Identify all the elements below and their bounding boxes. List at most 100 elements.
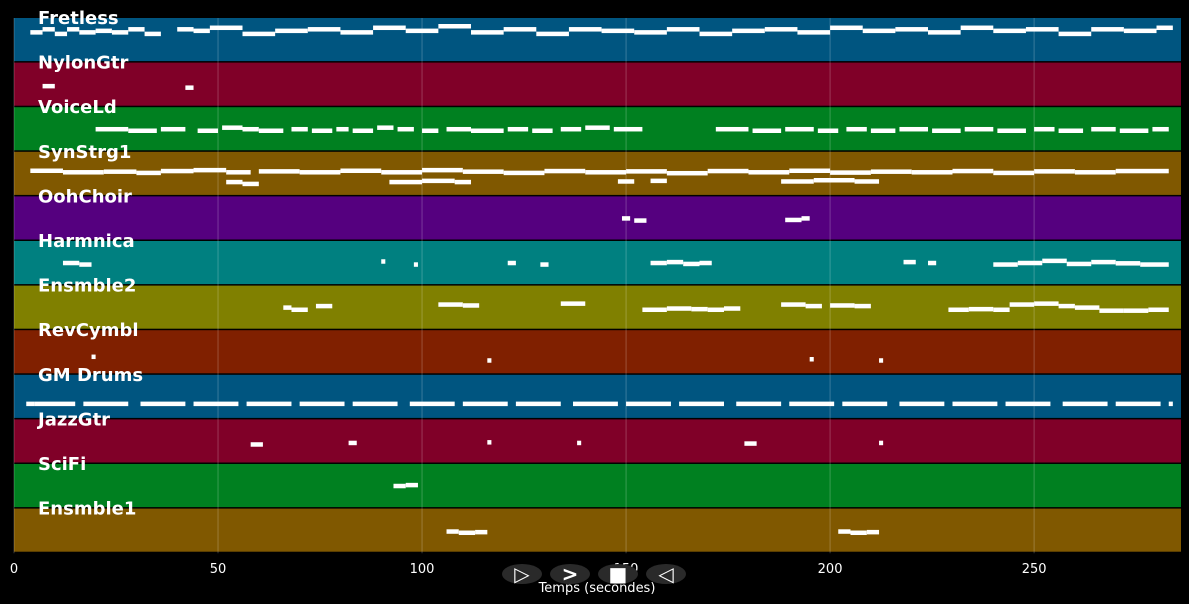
note-harmnica-16 (1091, 259, 1116, 265)
track-label-scifi: SciFi (38, 454, 86, 475)
note-synstrg1-33 (454, 179, 472, 185)
note-gm-drums-10 (515, 401, 561, 407)
previous-button-icon: ◁ (657, 562, 674, 586)
note-gm-drums-0 (26, 401, 35, 407)
note-fretless-9 (177, 27, 194, 32)
play-next-button-icon: ▷ (514, 562, 530, 586)
note-voiceld-15 (471, 128, 504, 133)
note-ensmble2-2 (315, 303, 333, 309)
note-voiceld-28 (932, 128, 961, 133)
note-harmnica-18 (1140, 262, 1169, 267)
note-fretless-11 (209, 25, 243, 31)
note-ensmble2-8 (691, 306, 708, 312)
note-gm-drums-13 (679, 401, 724, 407)
note-ensmble2-7 (666, 306, 692, 311)
previous-button[interactable]: ◁ (646, 562, 686, 586)
note-voiceld-13 (422, 128, 439, 133)
note-synstrg1-17 (666, 170, 708, 176)
note-synstrg1-31 (389, 179, 423, 185)
track-label-synstrg1: SynStrg1 (38, 142, 131, 163)
x-tick-label-50: 50 (210, 562, 227, 577)
note-voiceld-34 (1119, 128, 1149, 133)
track-lane-nylongtr (14, 62, 1181, 106)
note-gm-drums-3 (140, 401, 186, 407)
note-fretless-30 (830, 25, 863, 31)
note-gm-drums-2 (83, 401, 129, 407)
track-label-voiceld: VoiceLd (38, 97, 117, 118)
note-fretless-10 (193, 28, 210, 34)
note-synstrg1-32 (422, 178, 455, 184)
note-synstrg1-38 (854, 179, 880, 184)
play-next-button[interactable]: ▷ (502, 562, 542, 586)
note-ensmble1-4 (850, 530, 867, 536)
note-synstrg1-20 (789, 168, 831, 174)
track-lane-scifi (14, 464, 1181, 508)
note-synstrg1-10 (381, 170, 423, 175)
note-ensmble2-9 (707, 307, 724, 313)
note-ensmble2-4 (462, 303, 480, 308)
note-ensmble2-20 (1058, 303, 1075, 309)
note-ensmble2-11 (781, 302, 806, 307)
note-voiceld-2 (160, 126, 186, 132)
note-harmnica-6 (650, 260, 667, 266)
note-fretless-18 (438, 24, 472, 29)
note-gm-drums-22 (1168, 401, 1173, 407)
note-voiceld-0 (95, 126, 129, 132)
note-synstrg1-0 (30, 168, 63, 174)
note-synstrg1-25 (993, 170, 1035, 176)
note-voiceld-30 (997, 128, 1026, 133)
note-fretless-24 (634, 30, 667, 35)
note-synstrg1-11 (422, 167, 463, 173)
next-button[interactable]: > (550, 562, 590, 586)
note-synstrg1-4 (160, 168, 194, 174)
note-voiceld-9 (336, 126, 349, 132)
note-fretless-14 (307, 27, 341, 32)
note-harmnica-13 (1017, 260, 1043, 266)
note-revcymbl-2 (809, 357, 814, 362)
note-gm-drums-9 (462, 401, 508, 407)
x-tick-label-100: 100 (410, 562, 435, 577)
note-ensmble1-3 (838, 529, 851, 534)
note-gm-drums-8 (409, 401, 455, 407)
note-gm-drums-1 (34, 401, 76, 407)
note-fretless-28 (764, 27, 798, 32)
note-fretless-26 (699, 31, 733, 37)
note-synstrg1-8 (299, 170, 341, 175)
note-ensmble2-6 (642, 307, 667, 313)
note-voiceld-6 (258, 128, 284, 133)
note-harmnica-17 (1115, 261, 1141, 266)
note-voiceld-31 (1034, 126, 1055, 132)
note-fretless-39 (1123, 28, 1157, 34)
note-harmnica-5 (540, 262, 549, 267)
note-fretless-8 (144, 31, 161, 37)
note-harmnica-14 (1042, 258, 1067, 264)
note-nylongtr-0 (42, 83, 55, 89)
note-voiceld-18 (560, 126, 582, 132)
note-jazzgtr-1 (348, 440, 357, 446)
note-revcymbl-1 (487, 358, 492, 363)
note-harmnica-15 (1066, 261, 1092, 267)
note-fretless-4 (79, 30, 96, 35)
note-voiceld-7 (291, 126, 308, 132)
note-gm-drums-15 (789, 401, 835, 407)
next-button-icon: > (562, 562, 579, 586)
note-scifi-0 (393, 483, 406, 489)
note-ensmble2-10 (723, 306, 741, 311)
stop-button[interactable]: ■ (598, 562, 638, 586)
note-synstrg1-13 (503, 170, 545, 176)
note-gm-drums-21 (1115, 401, 1161, 407)
note-ensmble2-12 (805, 303, 822, 309)
note-voiceld-19 (585, 125, 610, 130)
track-label-fretless: Fretless (38, 8, 119, 29)
note-ensmble2-5 (560, 301, 586, 306)
note-jazzgtr-5 (879, 440, 884, 446)
note-voiceld-10 (352, 128, 374, 133)
note-harmnica-10 (903, 259, 916, 265)
note-gm-drums-20 (1062, 401, 1108, 407)
note-voiceld-3 (197, 128, 219, 133)
note-fretless-31 (862, 28, 896, 34)
note-voiceld-35 (1152, 126, 1169, 132)
note-gm-drums-11 (573, 401, 618, 407)
note-fretless-36 (1025, 27, 1059, 32)
note-gm-drums-18 (952, 401, 998, 407)
